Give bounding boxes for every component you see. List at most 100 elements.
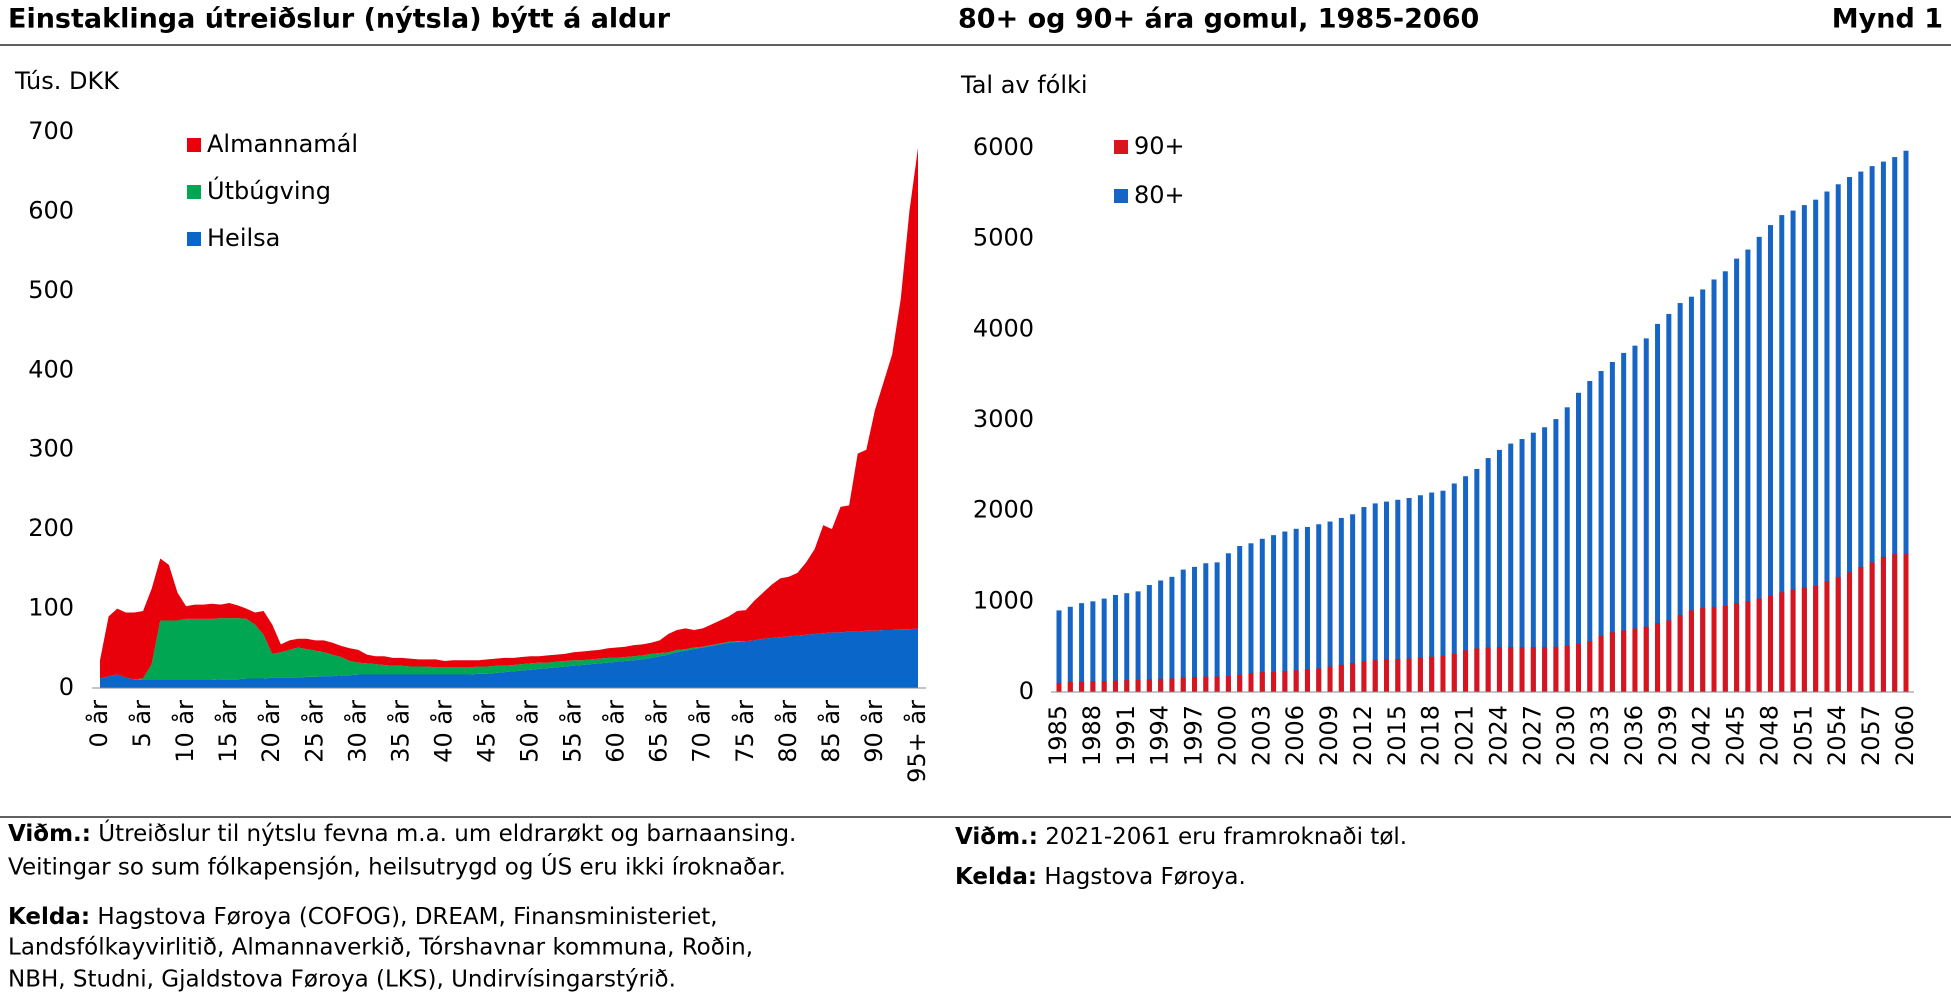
bar — [1756, 236, 1762, 692]
bar — [1767, 225, 1773, 693]
bar — [1192, 677, 1198, 692]
bar — [1090, 601, 1096, 692]
bar — [1892, 554, 1898, 692]
bar — [1734, 603, 1740, 692]
bar — [1214, 676, 1220, 692]
bar — [1259, 538, 1265, 692]
bar — [1237, 674, 1243, 692]
bar — [1643, 338, 1649, 692]
bar — [1722, 271, 1728, 692]
bar — [1598, 635, 1604, 692]
right-title: 80+ og 90+ ára gomul, 1985-2060 — [958, 4, 1479, 35]
note-text: Útreiðslur til nýtslu fevna m.a. um eldr… — [91, 819, 796, 847]
bar — [1621, 630, 1627, 692]
bar — [1248, 672, 1254, 692]
source-text: NBH, Studni, Gjaldstova Føroya (LKS), Un… — [8, 967, 676, 993]
bar — [1372, 660, 1378, 692]
bar — [1440, 490, 1446, 692]
bar — [1429, 492, 1435, 692]
x-tick-label: 35 år — [385, 700, 414, 763]
x-tick-label: 10 år — [170, 700, 199, 763]
bar — [1474, 648, 1480, 692]
x-tick-label: 2006 — [1281, 705, 1309, 766]
x-tick-label: 80 år — [773, 700, 802, 763]
bar — [1304, 526, 1310, 692]
source-label: Kelda: — [8, 904, 90, 930]
x-tick-label: 0 år — [84, 700, 113, 748]
y-tick-label: 600 — [28, 196, 74, 224]
bar — [1406, 658, 1412, 692]
legend-swatch — [187, 185, 201, 199]
bar — [1880, 161, 1886, 693]
bar — [1496, 647, 1502, 692]
y-tick-label: 4000 — [973, 314, 1034, 342]
bar — [1417, 495, 1423, 692]
bar — [1451, 653, 1457, 692]
bar — [1835, 576, 1841, 692]
bar — [1112, 680, 1118, 692]
bar — [1112, 594, 1118, 692]
bar — [1587, 381, 1593, 692]
y-tick-label: 0 — [59, 673, 74, 701]
bar — [1180, 677, 1186, 692]
bar — [1745, 249, 1751, 692]
y-tick-label: 1000 — [973, 586, 1034, 614]
bar — [1790, 210, 1796, 692]
bar — [1530, 647, 1536, 692]
y-tick-label: 0 — [1019, 677, 1034, 705]
bar — [1293, 528, 1299, 692]
bar — [1384, 501, 1390, 692]
bar — [1542, 647, 1548, 692]
bar — [1463, 650, 1469, 692]
x-tick-label: 2033 — [1586, 705, 1614, 766]
x-tick-label: 25 år — [299, 700, 328, 763]
bar — [1643, 626, 1649, 692]
bar — [1248, 543, 1254, 692]
y-axis-label: Tús. DKK — [14, 67, 120, 95]
bar — [1485, 458, 1491, 692]
bar — [1519, 439, 1525, 692]
bar — [1824, 581, 1830, 692]
bar — [1225, 676, 1231, 692]
bar — [1146, 585, 1152, 692]
bar — [1609, 632, 1615, 692]
bar — [1621, 352, 1627, 692]
bar — [1429, 656, 1435, 692]
area — [100, 618, 918, 681]
bar — [1463, 476, 1469, 692]
bar — [1067, 682, 1073, 692]
x-tick-label: 2060 — [1891, 705, 1919, 766]
note: Viðm.: 2021-2061 eru framroknaði tøl. — [955, 824, 1407, 850]
y-tick-label: 3000 — [973, 405, 1034, 433]
bar — [1869, 562, 1875, 692]
note-text: Veitingar so sum fólkapensjón, heilsutry… — [8, 853, 786, 881]
x-tick-label: 75 år — [730, 700, 759, 763]
bar — [1779, 215, 1785, 693]
bar — [1847, 177, 1853, 693]
y-tick-label: 300 — [28, 435, 74, 463]
x-tick-label: 5 år — [127, 700, 156, 748]
x-tick-label: 95+ år — [902, 700, 931, 783]
bar — [1632, 628, 1638, 692]
bar — [1293, 670, 1299, 692]
bar — [1327, 521, 1333, 692]
x-tick-label: 2009 — [1315, 705, 1343, 766]
x-tick-label: 2048 — [1755, 705, 1783, 766]
bar — [1813, 585, 1819, 692]
bar — [1361, 507, 1367, 692]
bar — [1564, 407, 1570, 692]
x-tick-label: 2057 — [1857, 705, 1885, 766]
legend-label: Útbúgving — [207, 175, 331, 205]
bar — [1858, 171, 1864, 692]
y-tick-label: 5000 — [973, 224, 1034, 252]
x-tick-label: 2012 — [1349, 705, 1377, 766]
bar — [1869, 166, 1875, 693]
bar — [1282, 671, 1288, 692]
y-tick-label: 500 — [28, 276, 74, 304]
bar — [1700, 289, 1706, 692]
x-tick-label: 2045 — [1722, 705, 1750, 766]
bar — [1858, 566, 1864, 692]
bar — [1688, 296, 1694, 692]
x-tick-label: 70 år — [687, 700, 716, 763]
x-tick-label: 55 år — [558, 700, 587, 763]
